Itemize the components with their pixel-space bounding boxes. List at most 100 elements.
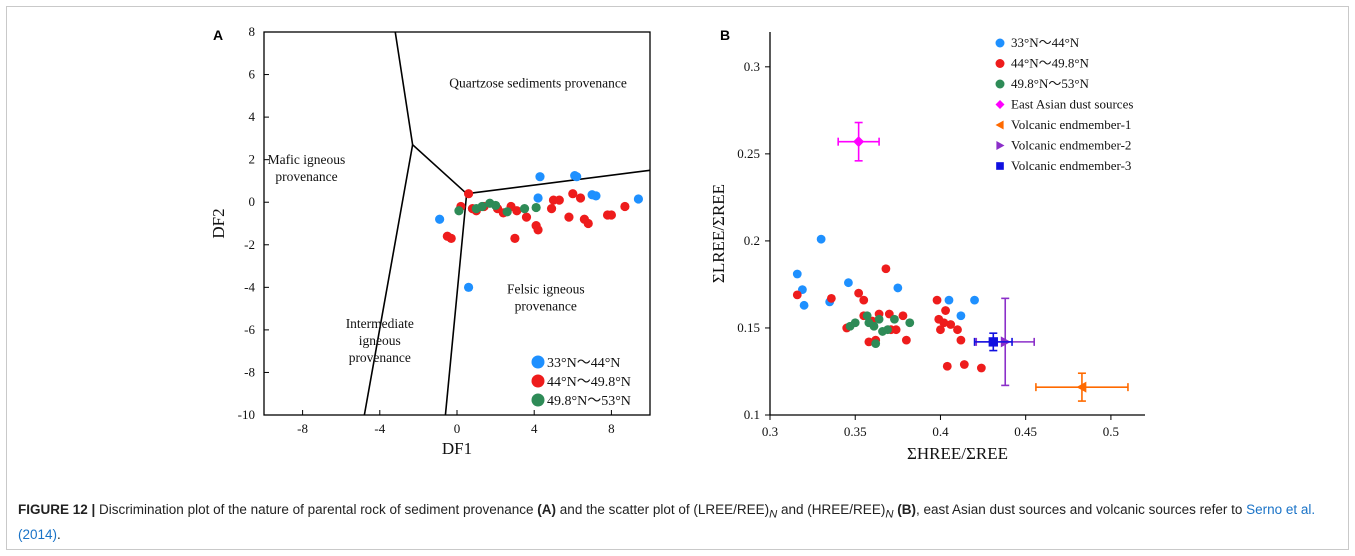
legend-marker-red	[995, 59, 1005, 68]
boundary-line	[394, 31, 468, 195]
data-point-red	[976, 363, 986, 373]
panel-b: B 0.3 0.35 0.4 0.45 0.5 0.1 0.15 0.2 0.25 0.3 ΣHREE…	[709, 27, 1145, 463]
caption-figure-label: FIGURE 12 |	[18, 502, 96, 517]
data-point-green	[871, 339, 881, 349]
figure-canvas: A -8 -4 0 4 8 -10 -8 -6 -4 -2 0 2 4 6 8 DF1 DF2 Quartzose …	[209, 24, 1145, 463]
data-point-red	[932, 295, 942, 305]
y-tick-label-a: -4	[244, 279, 255, 294]
data-point-red	[546, 204, 557, 214]
boundary-line	[363, 144, 414, 416]
data-point-red	[512, 206, 522, 216]
boundary-line	[466, 169, 651, 195]
data-point-green	[869, 321, 879, 331]
legend-label-red: 44°N～49.8°N	[547, 375, 631, 390]
region-label-intermediate: Intermediate	[346, 316, 414, 331]
data-point-red	[554, 195, 564, 205]
caption-text-2: and the scatter plot of (LREE/REE)	[556, 502, 770, 517]
y-tick-label-b: 0.1	[744, 407, 760, 422]
data-point-red	[620, 201, 630, 212]
x-tick-label-b: 0.35	[844, 424, 867, 439]
data-point-green	[850, 318, 860, 328]
data-point-red	[826, 293, 836, 303]
x-tick-label-a: -8	[297, 421, 308, 436]
data-point-green	[883, 325, 893, 335]
panel-a: A -8 -4 0 4 8 -10 -8 -6 -4 -2 0 2 4 6 8 DF1 DF2 Quartzose …	[209, 24, 651, 458]
data-point-red	[859, 295, 869, 305]
y-tick-label-a: -10	[238, 407, 255, 422]
legend-marker-blue	[531, 355, 545, 369]
figure-caption: FIGURE 12 | Discrimination plot of the n…	[18, 500, 1318, 544]
data-point-red	[792, 290, 802, 300]
y-tick-label-a: 4	[249, 109, 256, 124]
x-tick-label-b: 0.4	[932, 424, 949, 439]
data-point-green	[454, 206, 464, 216]
data-point-blue	[816, 234, 826, 244]
data-point-red	[521, 212, 532, 222]
data-point-green	[477, 201, 487, 212]
y-tick-label-a: 0	[249, 194, 256, 209]
legend-label-green: 49.8°N～53°N	[547, 394, 631, 409]
data-point-orange	[1076, 381, 1087, 393]
data-point-red	[939, 318, 949, 328]
region-label-mafic: provenance	[275, 169, 337, 184]
caption-text-1: Discrimination plot of the nature of par…	[95, 502, 538, 517]
x-tick-label-b: 0.45	[1014, 424, 1037, 439]
data-point-red	[956, 335, 966, 345]
figure-frame	[6, 6, 1349, 550]
legend-label-magenta: East Asian dust sources	[1011, 97, 1133, 112]
data-point-navy	[988, 337, 998, 347]
x-tick-label-b: 0.5	[1103, 424, 1119, 439]
region-label-intermediate: igneous	[359, 333, 401, 348]
legend-marker-orange	[995, 120, 1004, 130]
caption-panel-a: (A)	[537, 502, 557, 517]
data-point-red	[510, 233, 520, 243]
data-point-red	[583, 218, 593, 229]
data-point-red	[446, 233, 456, 243]
legend-label-orange: Volcanic endmember-1	[1011, 117, 1131, 132]
region-label-felsic: provenance	[515, 299, 577, 314]
legend-label-blue: 33°N～44°N	[1011, 35, 1080, 50]
y-tick-label-a: 2	[249, 152, 256, 167]
caption-text-end: .	[57, 526, 61, 542]
x-tick-label-a: 0	[454, 421, 461, 436]
x-axis-label-b: ΣHREE/ΣREE	[907, 444, 1008, 463]
legend-marker-green	[531, 393, 545, 407]
data-point-magenta	[853, 136, 865, 148]
y-tick-label-a: -2	[244, 237, 255, 252]
region-label-quartzose: Quartzose sediments provenance	[449, 75, 627, 90]
legend-label-green: 49.8°N～53°N	[1011, 76, 1090, 91]
region-label-intermediate: provenance	[349, 350, 411, 365]
data-point-red	[854, 288, 864, 298]
legend-marker-blue	[995, 38, 1005, 48]
x-tick-label-b: 0.3	[762, 424, 778, 439]
y-tick-label-b: 0.25	[737, 146, 760, 161]
legend-marker-navy	[996, 162, 1004, 170]
legend-label-blue: 33°N～44°N	[547, 356, 620, 371]
caption-subscript-1: N	[769, 508, 778, 521]
legend-label-red: 44°N～49.8°N	[1011, 56, 1090, 71]
data-point-blue	[533, 193, 543, 203]
data-point-red	[898, 311, 908, 321]
y-tick-label-b: 0.2	[744, 233, 760, 248]
data-point-blue	[944, 295, 954, 305]
legend-marker-green	[995, 79, 1005, 89]
data-point-red	[942, 361, 952, 371]
data-point-red	[463, 189, 474, 199]
data-point-red	[864, 337, 874, 347]
y-tick-label-b: 0.15	[737, 320, 760, 335]
data-point-green	[491, 200, 501, 211]
panel-label-b: B	[720, 27, 730, 43]
data-point-red	[936, 325, 945, 335]
legend-label-purple: Volcanic endmember-2	[1011, 138, 1131, 153]
legend-label-navy: Volcanic endmember-3	[1011, 158, 1131, 173]
region-label-mafic: Mafic igneous	[268, 152, 346, 167]
data-point-red	[953, 325, 962, 335]
data-point-blue	[792, 269, 802, 279]
caption-text-3: and (HREE/REE)	[777, 502, 886, 517]
data-point-red	[568, 189, 578, 199]
data-point-red	[564, 212, 574, 222]
data-point-blue	[572, 172, 582, 182]
caption-reference-link[interactable]: Serno et al. (2014)	[18, 502, 1316, 542]
boundary-line	[444, 193, 468, 416]
data-point-green	[519, 204, 530, 214]
